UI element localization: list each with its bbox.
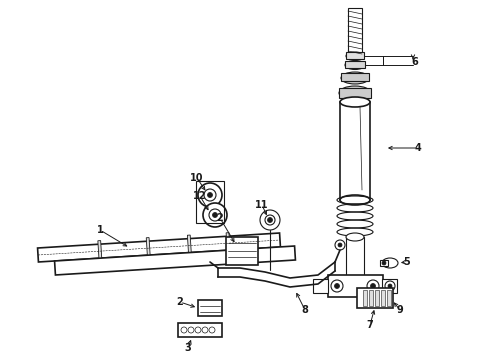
Circle shape (198, 183, 222, 207)
Ellipse shape (260, 210, 280, 230)
Bar (340, 102, 370, 200)
Circle shape (382, 261, 386, 265)
Bar (313, 279, 328, 293)
Ellipse shape (346, 52, 364, 60)
Circle shape (370, 284, 375, 288)
Text: 1: 1 (97, 225, 103, 235)
Polygon shape (54, 246, 295, 275)
Bar (387, 290, 391, 306)
Ellipse shape (385, 281, 395, 291)
Bar (328, 275, 383, 297)
Bar (198, 300, 222, 316)
Circle shape (205, 258, 209, 262)
Circle shape (338, 243, 342, 247)
Text: 11: 11 (255, 200, 269, 210)
Circle shape (188, 327, 194, 333)
Ellipse shape (341, 72, 369, 84)
Circle shape (202, 327, 208, 333)
Circle shape (268, 217, 272, 222)
Text: 2: 2 (176, 297, 183, 307)
Polygon shape (38, 233, 280, 262)
Text: 4: 4 (415, 143, 421, 153)
Text: 3: 3 (185, 343, 192, 353)
Circle shape (209, 327, 215, 333)
Bar (382, 279, 397, 293)
Circle shape (213, 212, 218, 217)
Circle shape (335, 240, 345, 250)
Circle shape (202, 255, 212, 265)
Polygon shape (226, 233, 230, 254)
Bar (375, 290, 379, 306)
Circle shape (203, 203, 227, 227)
Text: 12: 12 (193, 191, 207, 201)
Bar (346, 52, 364, 59)
Bar (346, 237, 364, 280)
Bar (345, 61, 365, 68)
Bar (178, 323, 222, 337)
Circle shape (367, 280, 379, 292)
Polygon shape (98, 240, 102, 262)
Text: 6: 6 (412, 57, 418, 67)
Circle shape (331, 280, 343, 292)
Circle shape (181, 327, 187, 333)
Bar (348, 8, 362, 55)
Circle shape (209, 209, 221, 221)
Ellipse shape (340, 97, 370, 107)
Text: 7: 7 (367, 320, 373, 330)
Ellipse shape (382, 258, 398, 268)
Polygon shape (187, 235, 192, 256)
Text: 2: 2 (217, 213, 223, 223)
Bar (339, 88, 371, 98)
Bar (380, 260, 388, 266)
Bar (363, 290, 367, 306)
Bar (341, 73, 369, 81)
Bar (357, 288, 393, 308)
Ellipse shape (345, 60, 365, 69)
Text: 8: 8 (301, 305, 308, 315)
Ellipse shape (265, 215, 275, 225)
Bar (226, 237, 258, 265)
Polygon shape (146, 238, 150, 259)
Text: 9: 9 (396, 305, 403, 315)
Ellipse shape (346, 233, 364, 241)
Text: 5: 5 (404, 257, 410, 267)
Ellipse shape (339, 86, 371, 100)
Circle shape (195, 327, 201, 333)
Text: 10: 10 (190, 173, 204, 183)
Bar (196, 181, 224, 223)
Circle shape (207, 193, 213, 198)
Ellipse shape (340, 195, 370, 205)
Bar (381, 290, 385, 306)
Circle shape (335, 284, 340, 288)
Ellipse shape (388, 284, 392, 288)
Bar (369, 290, 373, 306)
Circle shape (204, 189, 216, 201)
